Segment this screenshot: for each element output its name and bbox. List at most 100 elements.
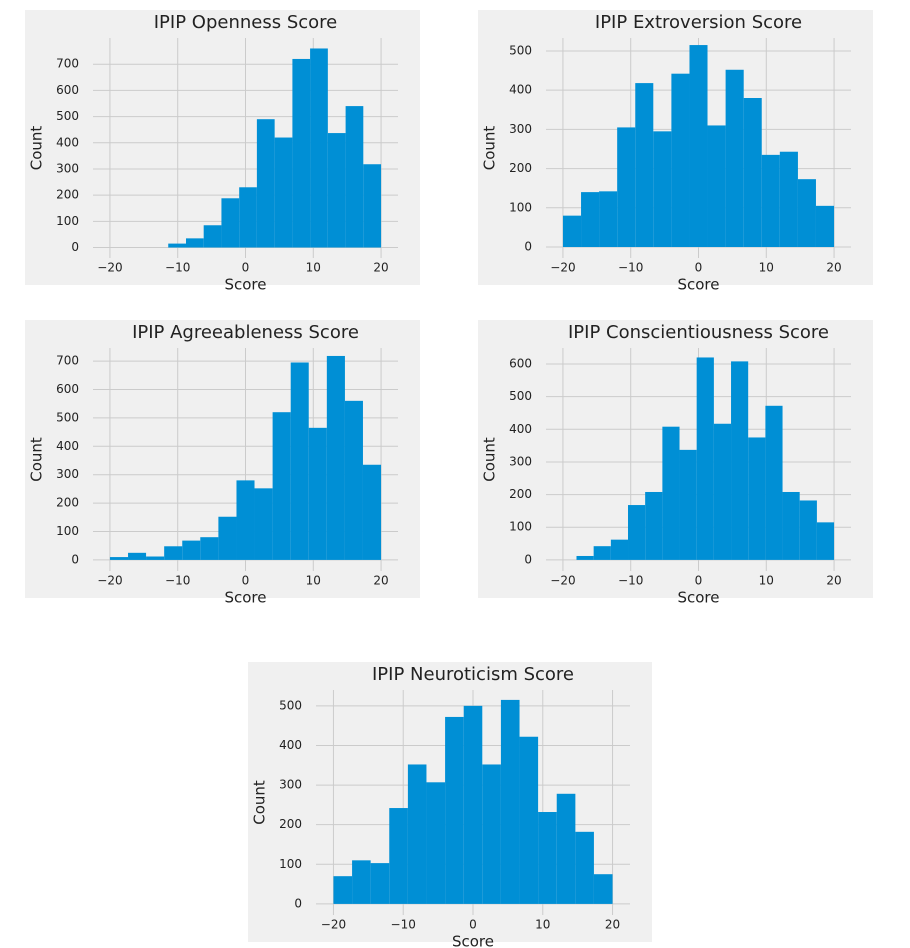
bar (310, 48, 328, 248)
bar (362, 464, 382, 560)
y-tick-label: 100 (56, 524, 79, 538)
x-tick-label: 10 (535, 918, 550, 932)
bar (562, 215, 582, 248)
chart-title: IPIP Neuroticism Score (372, 664, 574, 685)
bar (779, 151, 798, 248)
bar (593, 546, 611, 560)
x-tick-label: 10 (759, 574, 774, 588)
chart-title: IPIP Openness Score (154, 12, 338, 33)
y-tick-label: 400 (509, 422, 532, 436)
x-tick-label: 0 (242, 261, 250, 275)
y-tick-label: 500 (509, 389, 532, 403)
x-tick-label: 10 (306, 261, 321, 275)
bar (782, 491, 800, 560)
bar (725, 69, 744, 248)
y-tick-label: 700 (56, 57, 79, 71)
x-tick-label: −10 (618, 574, 643, 588)
bar (816, 522, 835, 560)
y-tick-label: 100 (509, 200, 532, 214)
bar (146, 556, 165, 560)
bar (256, 119, 275, 248)
bar (679, 449, 697, 560)
bar (128, 552, 147, 560)
x-tick-label: 20 (826, 261, 841, 275)
bar (610, 539, 629, 560)
bar (203, 225, 222, 248)
x-tick-label: 20 (605, 918, 620, 932)
bar (327, 133, 346, 248)
bar (581, 192, 600, 248)
bar (274, 137, 293, 248)
x-tick-label: −20 (550, 574, 575, 588)
y-tick-label: 300 (56, 467, 79, 481)
subplot: 0 100 200 300 400 500 −20 −10 0 10 20 IPIP Extrover… (478, 10, 873, 294)
x-axis-label: Score (677, 589, 719, 607)
bar (272, 412, 291, 560)
x-tick-label: 20 (826, 574, 841, 588)
x-tick-label: 0 (695, 574, 703, 588)
x-tick-label: −10 (391, 918, 416, 932)
bar (689, 45, 708, 248)
bar (182, 540, 201, 560)
bar (500, 699, 520, 904)
x-tick-label: 0 (695, 261, 703, 275)
bar (538, 812, 557, 904)
subplot: 0 100 200 300 400 500 600 −20 −10 0 10 20 IPIP Consc… (478, 320, 873, 607)
bar (519, 736, 539, 904)
bar (363, 164, 382, 248)
bar (218, 516, 237, 560)
x-tick-label: 0 (242, 574, 250, 588)
bar (168, 243, 186, 248)
bar (185, 238, 204, 248)
y-tick-label: 400 (56, 439, 79, 453)
bar (221, 198, 240, 248)
y-tick-label: 200 (509, 487, 532, 501)
bar (164, 546, 183, 560)
bar (333, 876, 353, 904)
bar (662, 426, 680, 560)
bar (200, 537, 219, 560)
bar (617, 127, 636, 248)
y-tick-label: 500 (279, 698, 302, 712)
bar (731, 361, 749, 560)
y-tick-label: 500 (56, 109, 79, 123)
subplot: 0 100 200 300 400 500 −20 −10 0 10 20 IPIP Neurotic… (248, 662, 652, 948)
x-tick-label: −20 (321, 918, 346, 932)
bar (765, 405, 783, 560)
y-axis-label: Count (28, 437, 46, 482)
y-axis-label: Count (481, 126, 499, 171)
bar (696, 357, 714, 560)
bar (575, 831, 594, 904)
bar (445, 716, 464, 904)
bar (254, 488, 273, 560)
bar (308, 427, 327, 560)
bar (797, 179, 816, 248)
subplot: 0 100 200 300 400 500 600 700 −20 −10 0 10 20 IPIP Ag… (25, 320, 420, 607)
y-tick-label: 0 (71, 240, 79, 254)
bar (290, 362, 309, 560)
x-tick-label: −10 (618, 261, 643, 275)
x-axis-label: Score (224, 276, 266, 294)
bar (628, 505, 646, 560)
x-axis-label: Score (677, 276, 719, 294)
bar (344, 400, 363, 560)
y-tick-label: 600 (56, 382, 79, 396)
bar (482, 764, 501, 904)
x-axis-label: Score (224, 589, 266, 607)
y-tick-label: 600 (56, 83, 79, 97)
y-tick-label: 200 (279, 817, 302, 831)
bar (815, 205, 835, 248)
y-axis-label: Count (28, 126, 46, 171)
chart-title: IPIP Extroversion Score (595, 12, 802, 33)
y-tick-label: 0 (524, 240, 532, 254)
y-tick-label: 200 (56, 188, 79, 202)
y-tick-label: 100 (56, 214, 79, 228)
bar (326, 355, 345, 560)
bar (389, 808, 408, 904)
bar (576, 555, 594, 560)
x-tick-label: −10 (165, 574, 190, 588)
bar (713, 423, 732, 560)
y-tick-label: 0 (524, 552, 532, 566)
x-tick-label: −10 (165, 261, 190, 275)
